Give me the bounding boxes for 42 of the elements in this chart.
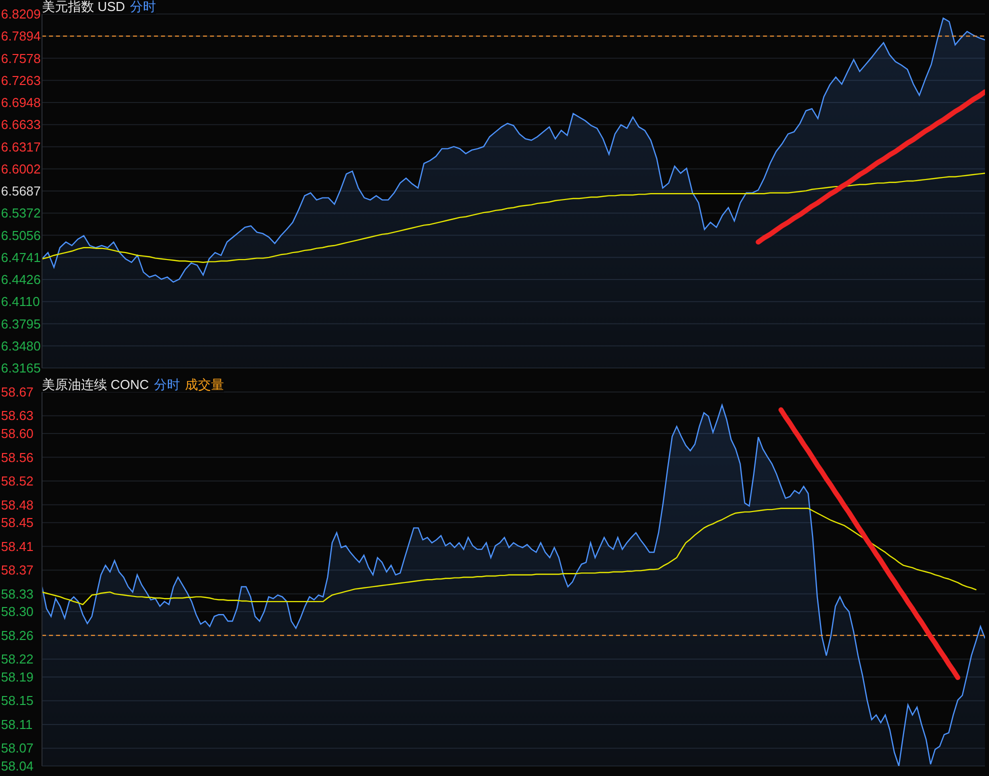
y-tick-label: 6.7894 xyxy=(1,28,41,44)
y-tick-label: 6.5056 xyxy=(1,228,41,243)
y-tick-label: 58.30 xyxy=(1,604,34,620)
y-tick-label: 58.07 xyxy=(1,740,34,756)
y-tick-label: 6.3480 xyxy=(1,338,41,354)
y-tick-label: 58.37 xyxy=(1,562,34,578)
y-tick-label: 6.6948 xyxy=(1,95,41,110)
y-tick-label: 58.63 xyxy=(1,408,34,424)
y-tick-label: 6.5372 xyxy=(1,206,41,221)
text: 分时 xyxy=(154,377,180,392)
line-series xyxy=(42,172,985,263)
y-tick-label: 58.60 xyxy=(1,426,34,442)
y-tick-label: 6.7263 xyxy=(1,72,41,88)
y-tick-label: 6.5687 xyxy=(1,184,41,198)
y-tick-label: 58.67 xyxy=(1,384,34,400)
y-tick-label: 6.4110 xyxy=(1,294,40,310)
y-tick-label: 58.41 xyxy=(1,538,34,554)
y-tick-label: 58.52 xyxy=(1,474,34,489)
y-tick-label: 6.8209 xyxy=(1,6,41,22)
y-tick-label: 58.48 xyxy=(1,497,34,512)
y-tick-label: 58.19 xyxy=(1,669,34,684)
y-tick-label: 6.3165 xyxy=(1,360,41,376)
y-tick-label: 6.6317 xyxy=(1,139,41,154)
y-tick-label: 58.45 xyxy=(1,515,34,530)
y-tick-label: 58.22 xyxy=(1,652,34,667)
y-tick-label: 6.3795 xyxy=(1,316,41,332)
y-tick-label: 58.15 xyxy=(1,693,34,708)
y-tick-label: 58.26 xyxy=(1,628,34,643)
y-tick-label: 6.7578 xyxy=(1,50,41,66)
y-tick-label: 6.4426 xyxy=(1,272,41,287)
y-tick-label: 6.4741 xyxy=(1,250,41,265)
y-tick-label: 58.33 xyxy=(1,586,34,602)
chart-title: 美原油连续 CONC xyxy=(42,377,149,392)
line-series xyxy=(42,508,977,606)
y-tick-label: 58.11 xyxy=(1,716,33,732)
chart-title: 美元指数 USD xyxy=(42,0,126,14)
text: 成交量 xyxy=(184,377,224,392)
y-tick-label: 6.6633 xyxy=(1,117,41,132)
y-tick-label: 6.6002 xyxy=(1,161,41,176)
y-tick-label: 58.56 xyxy=(1,450,34,465)
text: 分时 xyxy=(130,0,156,14)
y-tick-label: 58.04 xyxy=(1,758,34,774)
